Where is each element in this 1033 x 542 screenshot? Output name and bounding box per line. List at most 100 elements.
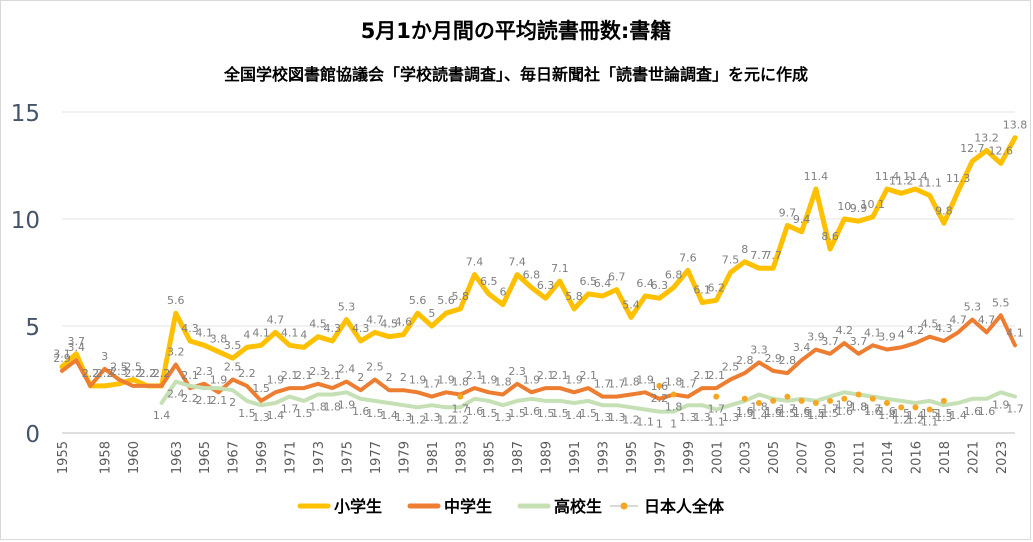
data-label-1-1979: 2: [400, 371, 407, 384]
data-label-2-1971: 1.7: [281, 403, 299, 416]
data-label-1-1959: 2.5: [110, 361, 128, 374]
data-label-1-1957: 2.2: [82, 367, 100, 380]
series-3-point-1997: [656, 382, 663, 389]
data-label-1-2009: 3.7: [821, 335, 839, 348]
data-label-3-2005: 1.5: [764, 407, 782, 420]
data-label-2-2004: 1.8: [750, 400, 768, 413]
x-tick-label-1967: 1967: [227, 441, 242, 474]
series-3-point-2005: [770, 397, 777, 404]
data-label-1-2023: 5.5: [992, 296, 1010, 309]
data-label-1-1974: 2.1: [324, 369, 342, 382]
data-label-0-2019: 11.3: [946, 172, 971, 185]
data-label-0-1998: 6.8: [665, 268, 683, 281]
data-label-0-1974: 4.3: [324, 322, 342, 335]
data-label-0-1988: 6.8: [523, 268, 541, 281]
data-label-1-1963: 3.2: [167, 346, 185, 359]
data-label-2-1985: 1.5: [480, 407, 498, 420]
data-label-3-2006: 1.7: [779, 403, 797, 416]
data-label-0-1992: 6.5: [580, 275, 598, 288]
data-label-2-1970: 1.4: [267, 409, 285, 422]
data-label-0-1993: 6.4: [594, 277, 612, 290]
data-label-3-2007: 1.5: [793, 407, 811, 420]
data-label-0-1963: 5.6: [167, 294, 185, 307]
data-label-0-1958: 2.2: [96, 367, 114, 380]
data-label-1-2004: 3.3: [750, 343, 768, 356]
data-label-3-2010: 1.6: [836, 405, 854, 418]
data-label-2-2024: 1.7: [1006, 403, 1024, 416]
data-label-1-1985: 1.9: [480, 373, 498, 386]
data-label-3-1997: 2.2: [651, 392, 669, 405]
data-label-2-1975: 1.9: [338, 398, 356, 411]
data-label-2-1967: 2: [229, 396, 236, 409]
data-label-2-2015: 1.5: [892, 407, 910, 420]
data-label-0-1981: 5: [428, 307, 435, 320]
data-label-0-2014: 11.4: [875, 170, 900, 183]
data-label-1-1966: 1.9: [210, 373, 228, 386]
data-label-0-1962: 2.2: [153, 367, 171, 380]
series-3-point-2011: [855, 391, 862, 398]
data-label-3-2009: 1.5: [821, 407, 839, 420]
x-tick-label-1985: 1985: [483, 441, 498, 474]
data-label-0-1982: 5.6: [437, 294, 455, 307]
data-label-1-1993: 1.7: [594, 378, 612, 391]
data-label-1-2012: 4.1: [864, 326, 882, 339]
data-label-2-2018: 1.3: [935, 411, 953, 424]
series-3-point-2003: [741, 395, 748, 402]
series-lines: [59, 135, 1018, 414]
x-tick-label-2005: 2005: [767, 441, 782, 474]
data-label-2-2005: 1.6: [764, 405, 782, 418]
data-label-2-2010: 1.9: [836, 398, 854, 411]
data-label-0-2011: 9.9: [850, 202, 868, 215]
data-label-2-1996: 1.1: [636, 415, 654, 428]
data-label-0-1965: 4.1: [195, 326, 213, 339]
data-label-2-2008: 1.5: [807, 407, 825, 420]
data-label-1-1978: 2: [386, 371, 393, 384]
data-label-0-1969: 4.1: [252, 326, 270, 339]
data-label-2-1981: 1.3: [423, 411, 441, 424]
data-label-0-2010: 10: [837, 200, 851, 213]
data-label-0-1983: 5.8: [452, 290, 470, 303]
data-labels: 3.13.72.22.22.32.52.22.25.64.34.13.83.54…: [53, 119, 1027, 431]
data-label-2-1979: 1.3: [395, 411, 413, 424]
data-label-1-1989: 2.1: [537, 369, 555, 382]
data-label-2-1964: 2.2: [181, 392, 199, 405]
data-label-3-2004: 1.4: [750, 409, 768, 422]
data-label-3-2001: 1.7: [708, 403, 726, 416]
data-label-0-1973: 4.5: [309, 318, 327, 331]
x-tick-label-2021: 2021: [966, 441, 981, 474]
data-label-1-1986: 1.8: [494, 375, 512, 388]
data-label-0-2002: 7.5: [722, 254, 740, 267]
x-tick-label-1999: 1999: [682, 441, 697, 474]
data-label-0-1979: 4.6: [395, 316, 413, 329]
data-label-1-2011: 3.7: [850, 335, 868, 348]
data-label-2-1983: 1.2: [452, 413, 470, 426]
series-3-point-2004: [755, 400, 762, 407]
data-label-0-1994: 6.7: [608, 271, 626, 284]
x-tick-label-2018: 2018: [938, 441, 953, 474]
series-3-point-2006: [784, 393, 791, 400]
data-label-0-1956: 3.7: [67, 335, 85, 348]
data-label-2-1989: 1.5: [537, 407, 555, 420]
series-3-point-2001: [713, 393, 720, 400]
data-label-1-2022: 4.7: [978, 313, 996, 326]
data-label-2-1991: 1.4: [565, 409, 583, 422]
data-label-0-1990: 7.1: [551, 262, 569, 275]
data-label-0-1985: 6.5: [480, 275, 498, 288]
data-label-1-1969: 1.5: [252, 382, 270, 395]
data-label-2-1968: 1.5: [238, 407, 256, 420]
chart-title: 5月1か月間の平均読書冊数:書籍: [361, 19, 672, 43]
data-label-0-1991: 5.8: [565, 290, 583, 303]
data-label-1-2000: 2.1: [693, 369, 711, 382]
data-label-1-2024: 4.1: [1006, 326, 1024, 339]
data-label-2-1998: 1: [670, 418, 677, 431]
data-label-0-2022: 13.2: [974, 132, 999, 145]
x-tick-label-1975: 1975: [340, 441, 355, 474]
data-label-1-1961: 2.2: [139, 367, 157, 380]
data-label-2-1999: 1.3: [679, 411, 697, 424]
data-label-3-1998: 1.8: [665, 400, 683, 413]
data-label-0-2017: 11.1: [917, 176, 942, 189]
data-label-0-1971: 4.1: [281, 326, 299, 339]
data-label-1-1958: 3: [101, 350, 108, 363]
x-tick-label-1979: 1979: [397, 441, 412, 474]
y-tick-label-5: 5: [25, 315, 40, 341]
